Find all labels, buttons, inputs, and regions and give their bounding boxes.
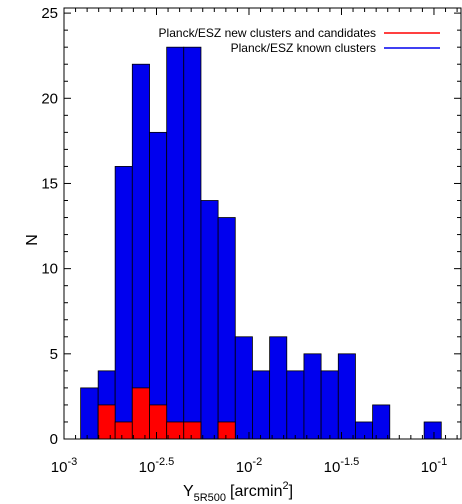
axis-ticks [63, 8, 461, 440]
y-tick-label: 0 [50, 431, 58, 448]
legend-label-new: Planck/ESZ new clusters and candidates [159, 26, 376, 40]
new-clusters-bar [166, 421, 185, 440]
new-clusters-bar [149, 404, 168, 440]
known-clusters-bar [200, 200, 219, 440]
y-tick-label: 15 [41, 175, 58, 192]
known-clusters-bar [320, 370, 339, 440]
y-tick-label: 20 [41, 90, 58, 107]
known-clusters-bar [286, 370, 305, 440]
legend: Planck/ESZ new clusters and candidates P… [159, 26, 440, 55]
new-clusters-bar [131, 387, 150, 440]
y-axis-label: N [24, 234, 41, 246]
known-clusters-bar [303, 353, 322, 440]
known-clusters-bar [337, 353, 356, 440]
y-tick-label: 5 [50, 346, 58, 363]
known-clusters-bar [217, 217, 236, 440]
plot-frame [63, 7, 462, 440]
known-clusters-bar [252, 370, 271, 440]
x-tick-label: 10-1 [421, 456, 447, 476]
known-clusters-bar [269, 336, 288, 440]
new-clusters-bars [97, 387, 236, 440]
legend-label-known: Planck/ESZ known clusters [231, 41, 376, 55]
known-clusters-bar [149, 131, 168, 440]
new-clusters-bar [217, 421, 236, 440]
y-tick-labels: 0 5 10 15 20 25 [41, 5, 58, 448]
new-clusters-bar [183, 421, 202, 440]
new-clusters-bar [97, 404, 116, 440]
x-axis-label-unit-superscript: 2 [282, 480, 288, 492]
x-tick-label: 10-2.5 [139, 456, 175, 476]
known-clusters-bar [80, 387, 99, 440]
known-clusters-bar [355, 421, 374, 440]
x-axis-label-subscript: 5R500 [194, 492, 226, 504]
known-clusters-bar [183, 46, 202, 440]
y-tick-label: 25 [41, 5, 58, 22]
known-clusters-bar [234, 336, 253, 440]
known-clusters-bar [423, 421, 442, 440]
known-clusters-bars [80, 46, 442, 440]
known-clusters-bar [166, 46, 185, 440]
known-clusters-bar [114, 166, 133, 440]
x-tick-label: 10-1.5 [324, 456, 360, 476]
x-axis-label-main: Y [183, 483, 194, 500]
known-clusters-bar [372, 404, 391, 440]
x-tick-label: 10-3 [51, 456, 77, 476]
known-clusters-bar [131, 63, 150, 440]
new-clusters-bar [114, 421, 133, 440]
y-tick-label: 10 [41, 261, 58, 278]
x-axis-label: Y5R500 [arcmin2] [183, 480, 293, 504]
x-tick-labels: 10-3 10-2.5 10-2 10-1.5 10-1 [51, 456, 447, 476]
x-axis-label-unit-close: ] [289, 483, 293, 500]
x-axis-label-unit: [arcmin [230, 483, 282, 500]
x-tick-label: 10-2 [236, 456, 262, 476]
